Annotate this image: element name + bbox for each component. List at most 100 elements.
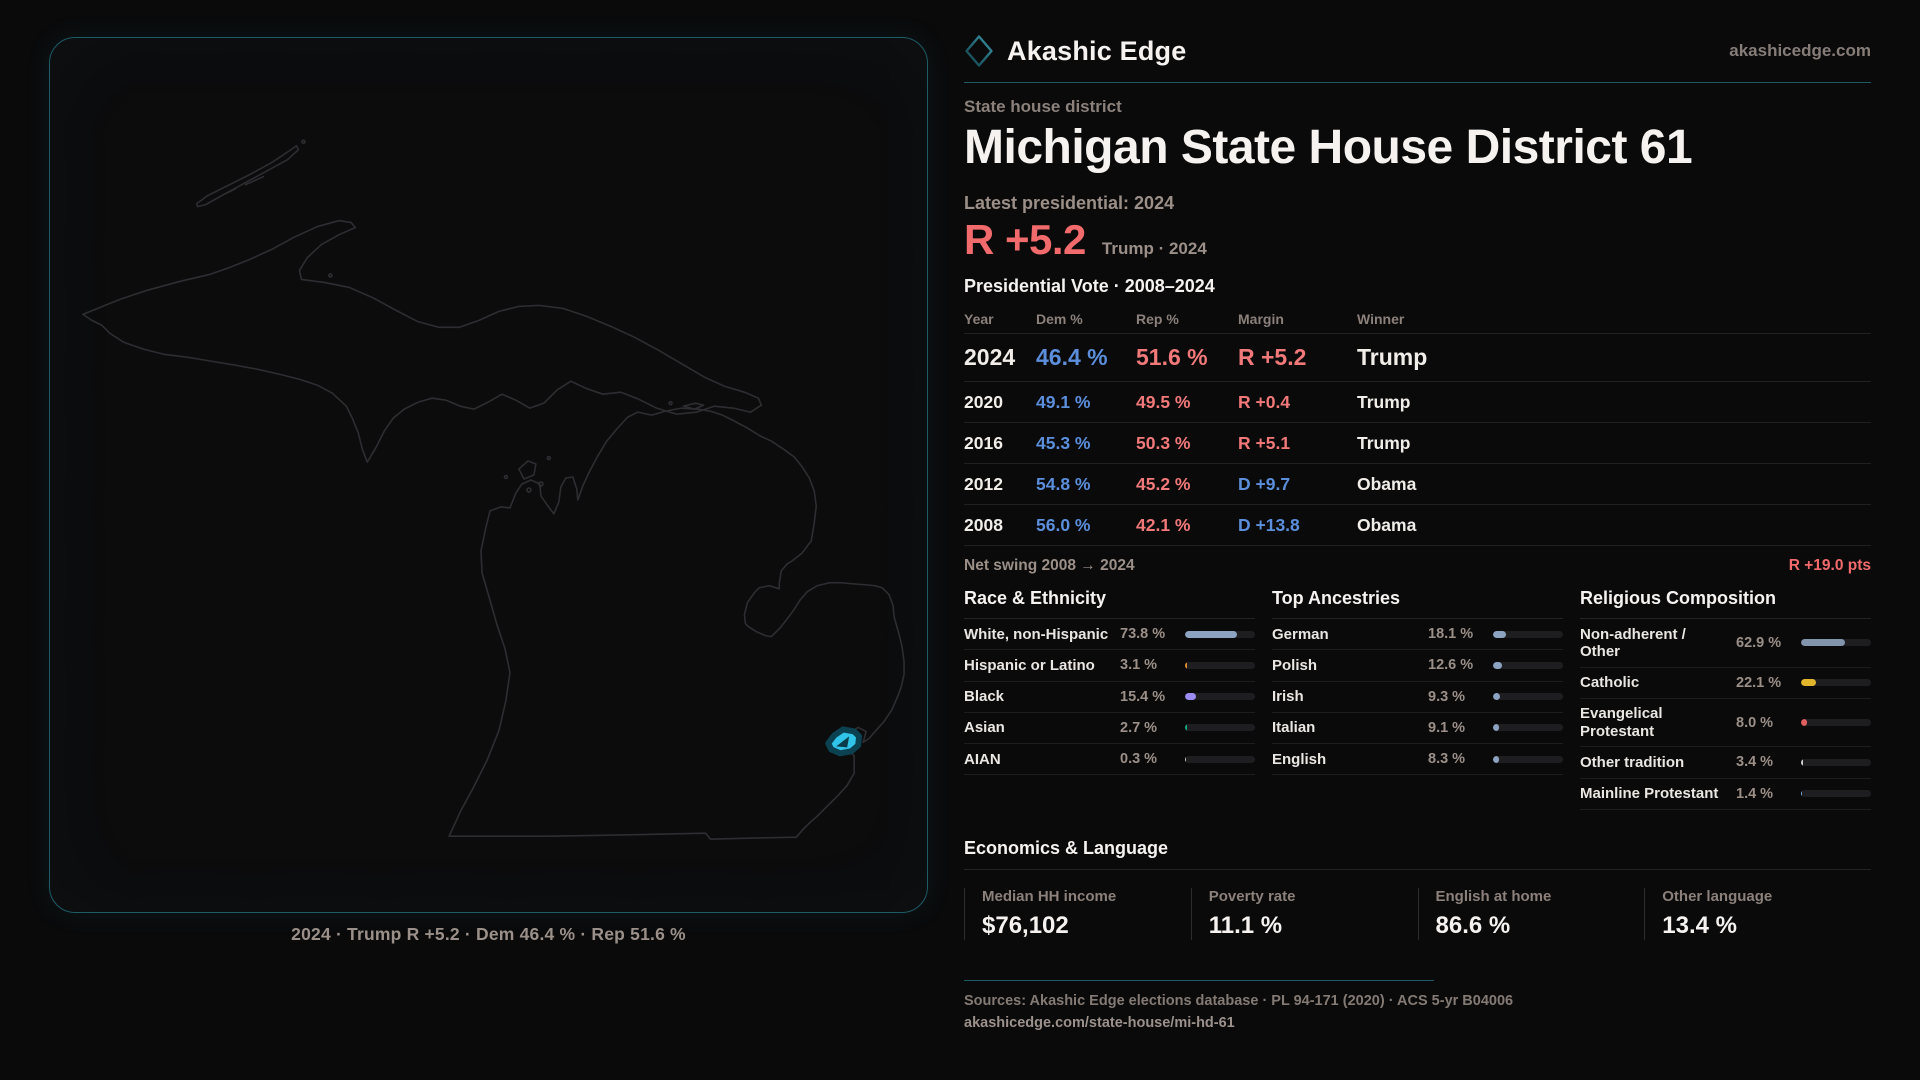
religion-column: Religious Composition Non-adherent / Oth… xyxy=(1580,588,1871,810)
district-61-marker[interactable] xyxy=(825,726,863,757)
col-dem: Dem % xyxy=(1036,311,1083,327)
net-swing-label: Net swing 2008 → 2024 xyxy=(964,557,1135,574)
section-title: Top Ancestries xyxy=(1272,588,1563,619)
margin-cell: R +0.4 xyxy=(1238,391,1291,412)
list-item: Hispanic or Latino 3.1 % xyxy=(964,650,1255,682)
diamond-logo-icon xyxy=(965,35,993,67)
stat-value: 86.6 % xyxy=(1435,911,1511,939)
headline-margin-row: R +5.2 Trump · 2024 xyxy=(964,216,1871,264)
col-winner: Winner xyxy=(1357,311,1405,327)
year-cell: 2012 xyxy=(964,473,1003,494)
demo-value: 8.3 % xyxy=(1428,751,1466,768)
section-title: Race & Ethnicity xyxy=(964,588,1255,619)
headline-context: Trump · 2024 xyxy=(1101,239,1207,258)
page-title: Michigan State House District 61 xyxy=(964,121,1693,174)
demo-bar xyxy=(1801,679,1871,687)
demo-value: 15.4 % xyxy=(1120,688,1166,705)
kicker-label: State house district xyxy=(964,97,1122,116)
map-caption: 2024 · Trump R +5.2 · Dem 46.4 % · Rep 5… xyxy=(291,924,686,944)
list-item: German 18.1 % xyxy=(1272,619,1563,651)
latest-presidential-label: Latest presidential: 2024 xyxy=(964,193,1175,213)
district-map-panel xyxy=(49,37,928,913)
headline-margin-value: R +5.2 xyxy=(964,216,1086,263)
sources-text: Sources: Akashic Edge elections database… xyxy=(964,992,1514,1009)
rep-cell: 50.3 % xyxy=(1136,432,1191,453)
list-item: Evangelical Protestant 8.0 % xyxy=(1580,699,1871,748)
demo-label: AIAN xyxy=(964,750,1001,768)
net-swing-row: Net swing 2008 → 2024 R +19.0 pts xyxy=(964,546,1871,584)
lower-peninsula-outline xyxy=(448,407,905,840)
stat-label: Median HH income xyxy=(982,887,1117,905)
footer-divider xyxy=(964,979,1434,981)
michigan-map-canvas[interactable] xyxy=(50,38,927,912)
table-row: 2008 56.0 % 42.1 % D +13.8 Obama xyxy=(964,505,1871,546)
dem-cell: 45.3 % xyxy=(1036,432,1091,453)
list-item: Non-adherent / Other 62.9 % xyxy=(1580,619,1871,668)
demo-bar xyxy=(1185,630,1255,638)
vote-table-header: Year Dem % Rep % Margin Winner xyxy=(964,305,1871,334)
demo-label: Other tradition xyxy=(1580,753,1685,771)
demo-label: Italian xyxy=(1272,719,1316,737)
demo-bar xyxy=(1801,719,1871,726)
stat-value: $76,102 xyxy=(982,911,1069,939)
margin-cell: R +5.2 xyxy=(1238,344,1307,370)
rep-cell: 42.1 % xyxy=(1136,514,1191,535)
demo-bar xyxy=(1493,724,1563,732)
list-item: AIAN 0.3 % xyxy=(964,744,1255,776)
isle-royale-outline xyxy=(195,144,300,208)
demo-value: 3.4 % xyxy=(1736,754,1774,771)
demo-label: Non-adherent / Other xyxy=(1580,625,1686,660)
list-item: Irish 9.3 % xyxy=(1272,682,1563,713)
stat-label: English at home xyxy=(1435,887,1552,905)
demo-value: 8.0 % xyxy=(1736,714,1774,731)
rep-cell: 45.2 % xyxy=(1136,473,1191,494)
header-divider xyxy=(964,82,1871,83)
stat-card: Poverty rate 11.1 % xyxy=(1190,887,1418,940)
dem-cell: 54.8 % xyxy=(1036,473,1091,494)
demo-value: 22.1 % xyxy=(1736,674,1782,691)
col-margin: Margin xyxy=(1238,311,1284,327)
list-item: English 8.3 % xyxy=(1272,744,1563,776)
list-item: Asian 2.7 % xyxy=(964,713,1255,744)
demo-label: English xyxy=(1272,750,1327,768)
stat-value: 11.1 % xyxy=(1208,911,1283,939)
demo-value: 1.4 % xyxy=(1736,785,1774,802)
margin-cell: R +5.1 xyxy=(1238,432,1291,453)
year-cell: 2016 xyxy=(964,432,1003,453)
vote-table-title: Presidential Vote · 2008–2024 xyxy=(964,276,1215,296)
brand-header: Akashic Edge akashicedge.com xyxy=(964,28,1871,74)
demo-bar xyxy=(1801,639,1871,647)
demo-value: 2.7 % xyxy=(1120,719,1158,736)
table-row: 2012 54.8 % 45.2 % D +9.7 Obama xyxy=(964,464,1871,505)
demo-label: Mainline Protestant xyxy=(1580,785,1719,802)
stat-card: Median HH income $76,102 xyxy=(964,887,1191,940)
table-row: 2020 49.1 % 49.5 % R +0.4 Trump xyxy=(964,382,1871,423)
winner-cell: Trump xyxy=(1357,344,1428,370)
race-ethnicity-column: Race & Ethnicity White, non-Hispanic 73.… xyxy=(964,588,1255,810)
stat-label: Other language xyxy=(1662,887,1773,905)
demo-bar xyxy=(1801,790,1871,798)
year-cell: 2008 xyxy=(964,514,1003,535)
demo-label: Asian xyxy=(964,719,1005,737)
col-year: Year xyxy=(964,311,994,327)
net-swing-value: R +19.0 pts xyxy=(1788,557,1871,574)
list-item: Italian 9.1 % xyxy=(1272,713,1563,744)
demo-bar xyxy=(1185,724,1255,732)
district-report: Akashic Edge akashicedge.com State house… xyxy=(964,28,1871,1031)
brand-name: Akashic Edge xyxy=(1007,35,1187,66)
demo-bar xyxy=(1493,661,1563,669)
list-item: Catholic 22.1 % xyxy=(1580,668,1871,699)
demo-label: Hispanic or Latino xyxy=(964,656,1095,674)
demo-bar xyxy=(1185,693,1255,701)
demo-bar xyxy=(1185,755,1255,763)
dem-cell: 46.4 % xyxy=(1036,344,1108,370)
dem-cell: 49.1 % xyxy=(1036,391,1091,412)
winner-cell: Obama xyxy=(1357,473,1417,494)
economics-title: Economics & Language xyxy=(964,838,1871,870)
col-rep: Rep % xyxy=(1136,311,1179,327)
demo-label: Black xyxy=(964,688,1005,705)
permalink[interactable]: akashicedge.com/state-house/mi-hd-61 xyxy=(964,1014,1235,1031)
brand-domain-link[interactable]: akashicedge.com xyxy=(1729,41,1871,60)
demographics-section: Race & Ethnicity White, non-Hispanic 73.… xyxy=(964,588,1871,810)
demo-label: White, non-Hispanic xyxy=(964,625,1109,643)
